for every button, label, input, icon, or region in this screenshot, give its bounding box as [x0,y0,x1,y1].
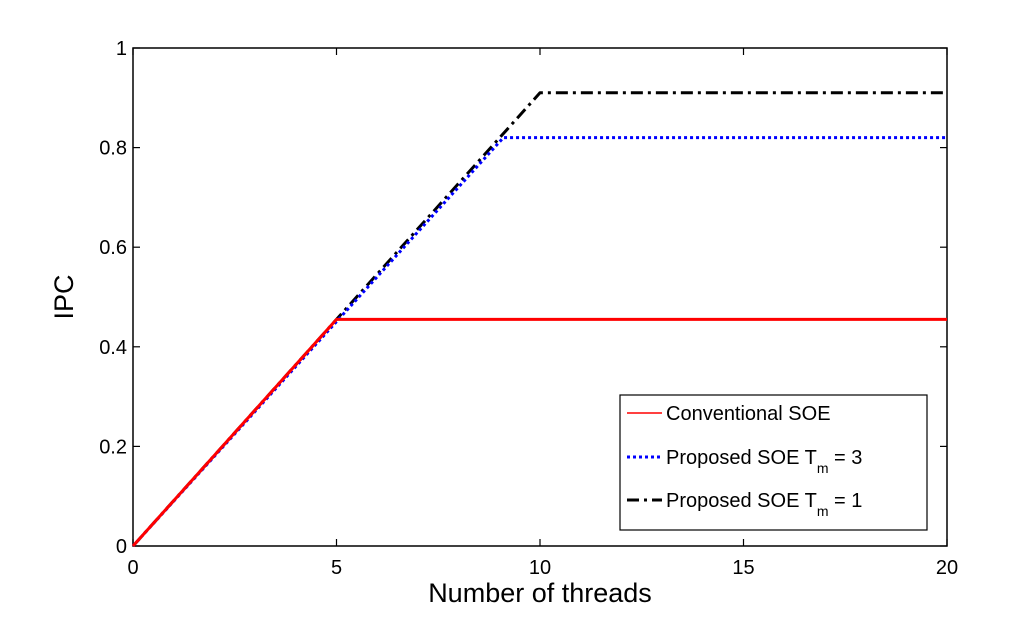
x-tick-label: 5 [331,557,342,579]
x-tick-label: 15 [732,557,754,579]
legend-label-tail: = 3 [829,447,863,469]
x-tick-label: 0 [127,557,138,579]
legend-label-3: Proposed SOE Tm = 1 [666,490,862,519]
y-tick-label: 0.8 [99,138,127,160]
y-tick-label: 0.2 [99,436,127,458]
x-axis-title: Number of threads [428,578,652,608]
legend-label-subscript: m [817,503,829,519]
legend-label-subscript: m [817,460,829,476]
x-tick-label: 20 [936,557,958,579]
y-tick-label: 1 [116,38,127,60]
legend-label-main: Proposed SOE T [666,447,817,469]
legend-label-2: Proposed SOE Tm = 3 [666,447,862,476]
y-tick-label: 0.6 [99,237,127,259]
y-axis-title: IPC [49,274,79,319]
y-axis-ticks: 0 0.2 0.4 0.6 0.8 1 [99,38,947,558]
legend-label-1: Conventional SOE [666,403,831,425]
series-line-2 [131,136,947,548]
y-tick-label: 0.4 [99,337,127,359]
legend-label-main: Proposed SOE T [666,490,817,512]
legend-label-main: Conventional SOE [666,403,831,425]
y-tick-label: 0 [116,536,127,558]
x-tick-label: 10 [529,557,551,579]
series-line-1 [131,317,947,548]
x-axis-ticks: 0 5 10 15 20 [127,48,958,579]
legend-label-tail: = 1 [829,490,863,512]
series-layer [131,91,947,548]
legend-box [619,394,928,531]
